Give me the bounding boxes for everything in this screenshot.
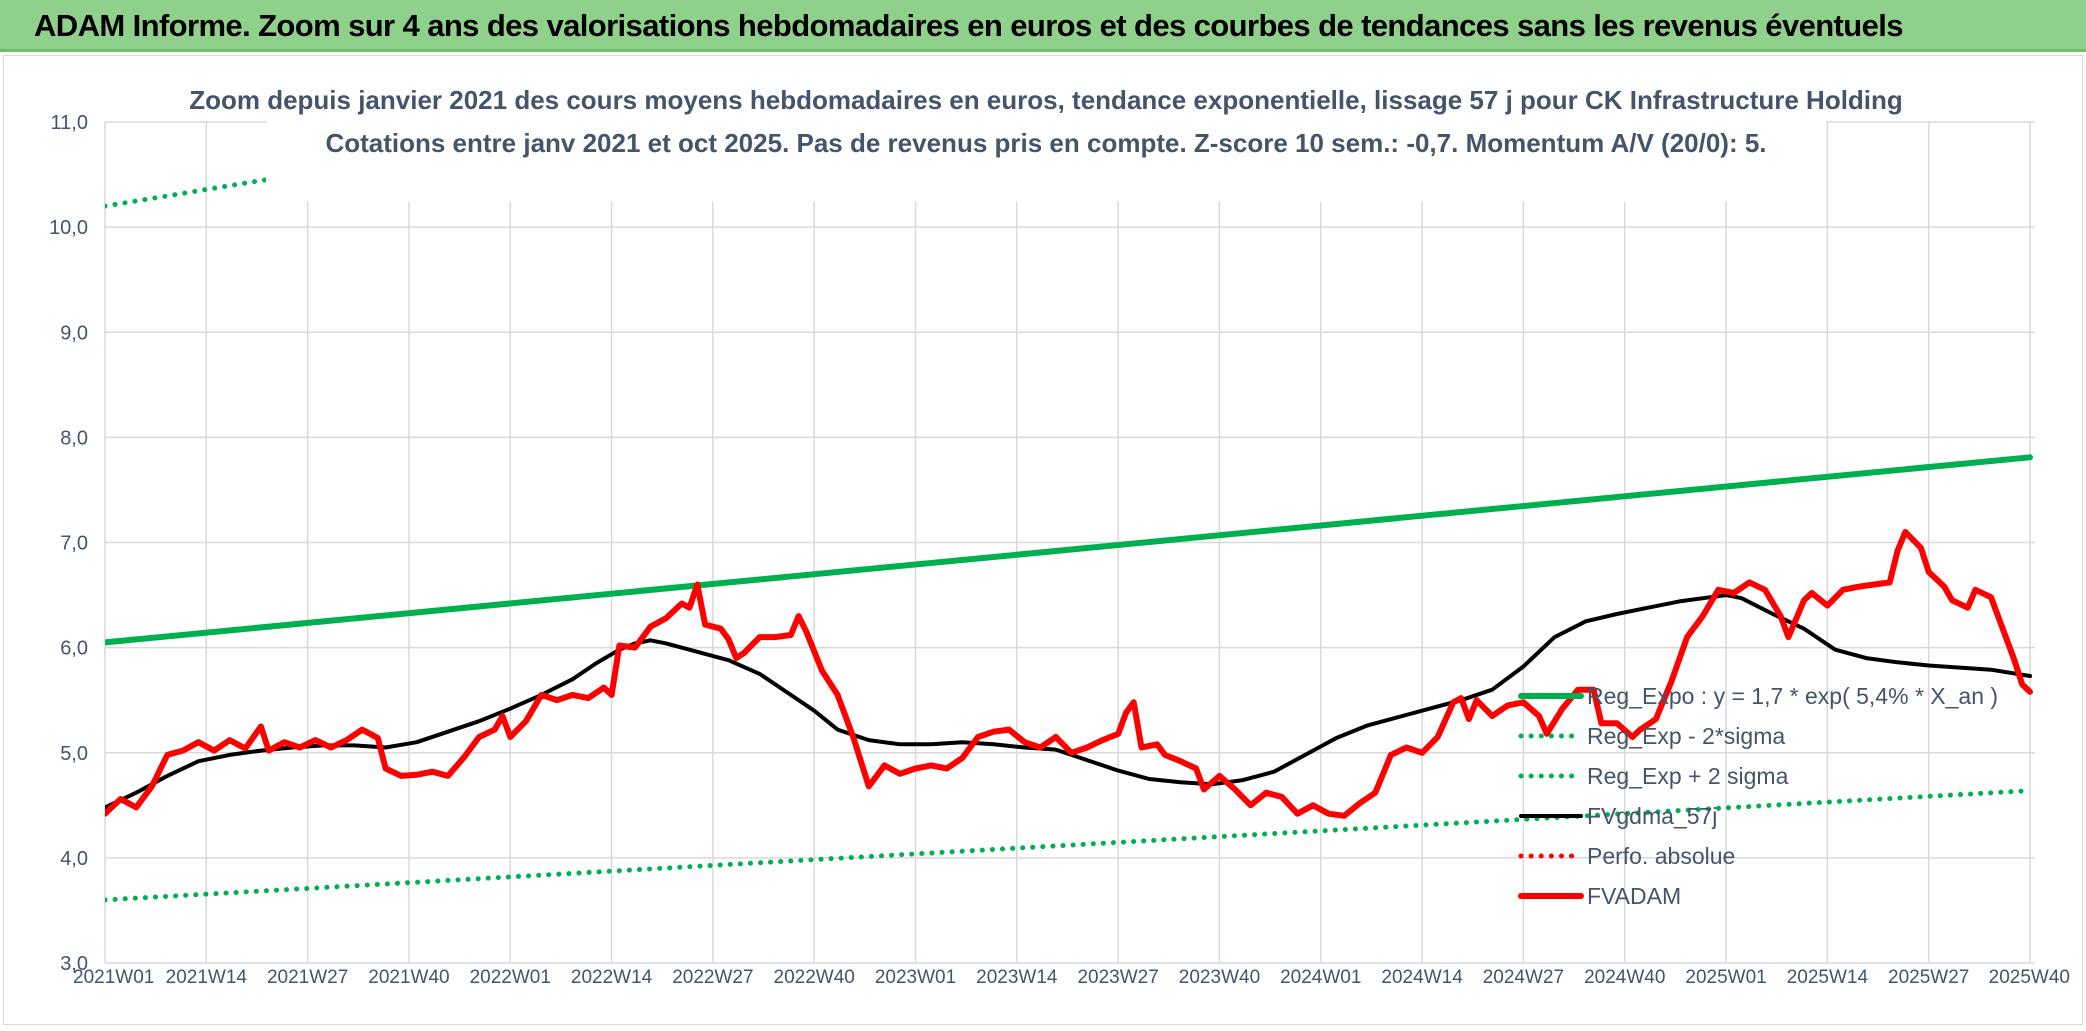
x-tick-label: 2021W01: [73, 967, 154, 988]
x-tick-label: 2023W14: [976, 967, 1058, 988]
y-tick-label: 7,0: [60, 533, 88, 555]
x-tick-label: 2023W01: [875, 967, 956, 988]
legend-entry-label: Reg_Expo : y = 1,7 * exp( 5,4% * X_an ): [1587, 683, 1998, 709]
x-tick-label: 2022W40: [774, 967, 855, 988]
y-tick-label: 11,0: [51, 112, 88, 134]
chart-title: Zoom depuis janvier 2021 des cours moyen…: [189, 85, 1903, 115]
x-tick-label: 2021W27: [267, 967, 348, 988]
chart-area: 3,0 4,0 5,0 6,0 7,0 8,0 9,0 10,0 11,0 2021W01 202…: [3, 55, 2083, 1025]
legend-entry-label: Reg_Exp + 2 sigma: [1587, 763, 1789, 789]
series-line-0: [105, 454, 2033, 646]
x-tick-label: 2025W01: [1685, 967, 1766, 988]
x-axis-ticks: 2021W01 2021W14 2021W27 2021W40 2022W01 2022W…: [73, 967, 2070, 988]
x-tick-label: 2023W40: [1179, 967, 1260, 988]
y-tick-label: 9,0: [60, 322, 88, 344]
x-tick-label: 2025W27: [1888, 967, 1969, 988]
y-tick-label: 6,0: [60, 638, 88, 660]
y-axis-ticks: 3,0 4,0 5,0 6,0 7,0 8,0 9,0 10,0 11,0: [49, 112, 88, 975]
page-title: ADAM Informe. Zoom sur 4 ans des valoris…: [34, 8, 1904, 43]
legend-entry-label: FVgdma_57j: [1587, 803, 1717, 829]
series-line-5: [105, 529, 2033, 819]
x-tick-label: 2022W27: [672, 967, 753, 988]
legend-entry-label: Reg_Exp - 2*sigma: [1587, 723, 1785, 749]
x-tick-label: 2021W40: [368, 967, 449, 988]
chart-title-background: [266, 118, 1826, 202]
page-header: ADAM Informe. Zoom sur 4 ans des valoris…: [0, 0, 2086, 52]
x-tick-label: 2024W27: [1483, 967, 1564, 988]
y-tick-label: 8,0: [60, 427, 88, 449]
x-tick-label: 2025W14: [1787, 967, 1869, 988]
y-tick-label: 4,0: [60, 848, 88, 870]
legend-entry-label: FVADAM: [1587, 883, 1681, 909]
y-tick-label: 10,0: [49, 217, 88, 239]
legend-entry-label: Perfo. absolue: [1587, 843, 1735, 869]
x-tick-label: 2025W40: [1989, 967, 2070, 988]
y-tick-label: 5,0: [60, 743, 88, 765]
x-tick-label: 2022W01: [470, 967, 551, 988]
x-tick-label: 2024W14: [1381, 967, 1463, 988]
x-tick-label: 2023W27: [1077, 967, 1158, 988]
x-tick-label: 2024W01: [1280, 967, 1361, 988]
y-tick-label: 3,0: [60, 953, 88, 975]
chart-canvas: 3,04,05,06,07,08,09,010,011,0 2021W01 202…: [49, 85, 2070, 988]
x-tick-label: 2024W40: [1584, 967, 1665, 988]
series-line-1: [105, 788, 2033, 903]
x-tick-label: 2022W14: [571, 967, 653, 988]
x-tick-label: 2021W14: [166, 967, 248, 988]
chart-grid: [104, 121, 2035, 964]
chart-subtitle: Cotations entre janv 2021 et oct 2025. P…: [325, 128, 1766, 158]
chart-legend: Reg_Expo : y = 1,7 * exp( 5,4% * X_an ) R…: [1518, 683, 1998, 909]
